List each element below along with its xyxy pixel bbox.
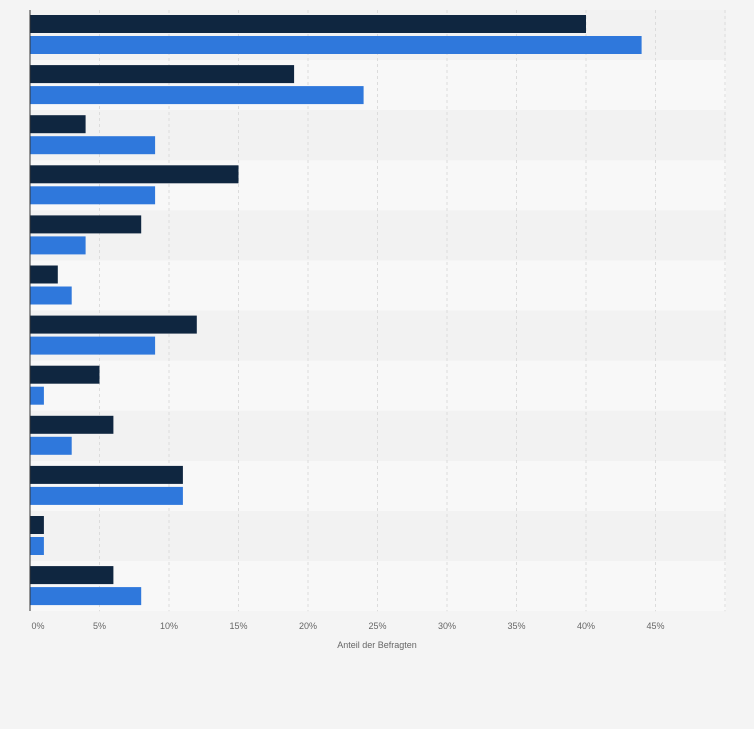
bar-series-2-category-4[interactable] — [30, 186, 156, 205]
bar-series-1-category-6[interactable] — [30, 265, 58, 284]
bar-series-2-category-11[interactable] — [30, 537, 44, 555]
x-tick-label-10: 10% — [160, 621, 178, 631]
bar-series-1-category-10[interactable] — [30, 465, 183, 484]
x-tick-label-40: 40% — [577, 621, 595, 631]
x-tick-label-0: 0% — [31, 621, 44, 631]
bar-series-2-category-9[interactable] — [30, 436, 72, 455]
bar-series-2-category-12[interactable] — [30, 587, 142, 606]
bar-series-2-category-5[interactable] — [30, 236, 86, 255]
bar-series-1-category-1[interactable] — [30, 15, 586, 33]
x-tick-label-35: 35% — [507, 621, 525, 631]
x-tick-label-20: 20% — [299, 621, 317, 631]
bars — [30, 15, 642, 606]
bar-series-1-category-5[interactable] — [30, 215, 142, 234]
row-band-7 — [30, 360, 726, 411]
bar-series-1-category-9[interactable] — [30, 415, 114, 434]
bar-series-1-category-11[interactable] — [30, 516, 44, 534]
bar-series-2-category-10[interactable] — [30, 486, 183, 505]
x-tick-label-15: 15% — [229, 621, 247, 631]
x-tick-label-45: 45% — [646, 621, 664, 631]
bar-series-1-category-2[interactable] — [30, 65, 295, 84]
row-band-10 — [30, 511, 726, 562]
x-tick-label-25: 25% — [368, 621, 386, 631]
bar-series-2-category-1[interactable] — [30, 36, 642, 54]
bar-series-1-category-8[interactable] — [30, 365, 100, 384]
bar-series-1-category-3[interactable] — [30, 115, 86, 134]
bar-series-2-category-2[interactable] — [30, 86, 364, 105]
x-tick-label-30: 30% — [438, 621, 456, 631]
bar-series-1-category-12[interactable] — [30, 566, 114, 585]
bar-series-1-category-4[interactable] — [30, 165, 239, 184]
grid-lines — [99, 10, 726, 612]
bar-series-2-category-3[interactable] — [30, 136, 156, 155]
bar-series-1-category-7[interactable] — [30, 315, 197, 334]
x-axis-title: Anteil der Befragten — [337, 640, 417, 650]
bar-series-2-category-6[interactable] — [30, 286, 72, 305]
bar-series-2-category-8[interactable] — [30, 386, 44, 405]
x-tick-labels: 0% 5% 10% 15% 20% 25% 30% 35% 40% 45% — [31, 621, 664, 631]
bar-series-2-category-7[interactable] — [30, 336, 156, 355]
x-tick-label-5: 5% — [93, 621, 106, 631]
